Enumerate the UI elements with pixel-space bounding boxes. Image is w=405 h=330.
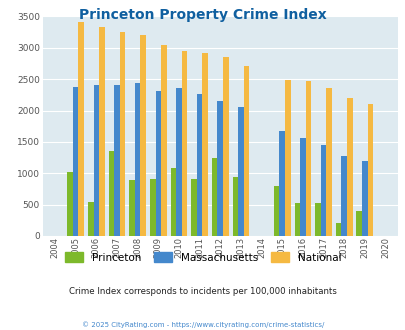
Bar [202,53,207,236]
Bar [78,22,84,236]
Text: Crime Index corresponds to incidents per 100,000 inhabitants: Crime Index corresponds to incidents per… [69,287,336,296]
Bar [273,186,279,236]
Bar [299,138,305,236]
Bar [114,85,119,236]
Bar [88,202,93,236]
Bar [149,179,155,236]
Bar [73,87,78,236]
Bar [217,101,222,236]
Bar [314,203,320,236]
Text: © 2025 CityRating.com - https://www.cityrating.com/crime-statistics/: © 2025 CityRating.com - https://www.city… [82,322,323,328]
Bar [346,98,352,236]
Bar [129,180,134,236]
Bar [99,26,104,236]
Bar [67,172,73,236]
Bar [335,223,341,236]
Bar [279,131,284,236]
Bar [238,107,243,236]
Bar [140,35,146,236]
Bar [176,88,181,236]
Bar [161,45,166,236]
Bar [119,32,125,236]
Bar [320,145,326,236]
Bar [191,179,196,236]
Bar [222,57,228,236]
Legend: Princeton, Massachusetts, National: Princeton, Massachusetts, National [60,248,345,267]
Bar [305,81,311,236]
Bar [109,151,114,236]
Bar [196,94,202,236]
Bar [326,88,331,236]
Bar [181,51,187,236]
Bar [93,85,99,236]
Bar [284,80,290,236]
Bar [232,177,238,236]
Bar [170,168,176,236]
Bar [294,203,299,236]
Bar [243,66,249,236]
Bar [341,156,346,236]
Bar [134,83,140,236]
Bar [155,91,161,236]
Bar [211,158,217,236]
Text: Princeton Property Crime Index: Princeton Property Crime Index [79,8,326,22]
Bar [367,104,372,236]
Bar [356,212,361,236]
Bar [361,161,367,236]
